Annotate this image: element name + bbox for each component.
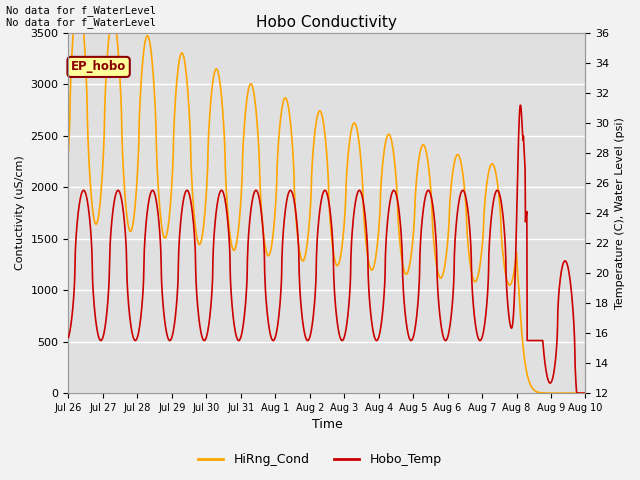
Y-axis label: Contuctivity (uS/cm): Contuctivity (uS/cm): [15, 156, 25, 270]
Text: No data for f_WaterLevel
No data for f_WaterLevel: No data for f_WaterLevel No data for f_W…: [6, 5, 156, 28]
Legend: HiRng_Cond, Hobo_Temp: HiRng_Cond, Hobo_Temp: [193, 448, 447, 471]
X-axis label: Time: Time: [312, 419, 342, 432]
Y-axis label: Temperature (C), Water Level (psi): Temperature (C), Water Level (psi): [615, 117, 625, 309]
Title: Hobo Conductivity: Hobo Conductivity: [257, 15, 397, 30]
Text: EP_hobo: EP_hobo: [71, 60, 126, 73]
